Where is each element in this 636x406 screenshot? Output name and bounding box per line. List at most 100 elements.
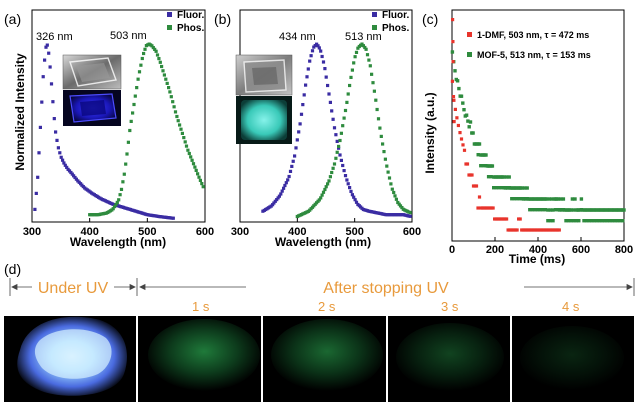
panel-b-fluor-point-36	[310, 49, 315, 53]
mof5-point-183	[615, 219, 620, 223]
panel-b-phos-point-41	[352, 61, 356, 65]
panel-b-xtick-label-2: 500	[345, 226, 363, 238]
panel-a-phos-point-63	[175, 114, 179, 119]
dmf-point-71	[557, 228, 561, 232]
panel-a-fluor-point-7	[43, 58, 47, 62]
dmf-point-7	[461, 143, 465, 147]
mof5-point-2	[453, 69, 457, 73]
panel-a-phos-point-22	[118, 193, 122, 197]
mof5-point-42	[494, 186, 498, 190]
panel-c-xtick-label-1: 200	[486, 244, 504, 256]
time-label-2s: 2 s	[318, 299, 336, 314]
mof5-point-129	[569, 219, 573, 223]
panel-b-fluor-point-52	[332, 126, 337, 130]
mof5-point-162	[597, 219, 602, 223]
mof5-point-144	[582, 219, 586, 223]
mof5-point-190	[622, 208, 626, 212]
panel-b-fluor-point-31	[304, 83, 308, 87]
panel-b-phos-point-19	[321, 190, 326, 194]
panel-b-phos-point-34	[342, 116, 346, 120]
panel-a-phos-point-64	[176, 119, 180, 123]
panel-c-xtick-label-4: 800	[615, 244, 633, 256]
panel-b-phos-point-32	[339, 131, 343, 135]
mof5-point-99	[543, 208, 547, 212]
mof5-point-147	[584, 219, 589, 223]
mof5-point-5	[457, 86, 461, 91]
panel-b-fluor-point-17	[284, 181, 288, 185]
panel-a-phos-point-40	[143, 47, 147, 51]
panel-a-fluor-point-100	[171, 216, 175, 220]
panel-a-phos-point-78	[196, 172, 200, 176]
mof5-point-71	[520, 186, 524, 190]
panel-d: (d) Under UV After stopping UV 1 s 2 s 3…	[4, 261, 635, 402]
mof5-point-119	[561, 197, 566, 201]
panel-a-fluor-point-20	[61, 158, 65, 162]
legend-a: Fluor. Phos.	[167, 10, 204, 34]
photo-3s	[388, 316, 510, 402]
panel-a-phos-point-65	[178, 123, 182, 127]
panel-b-fluor-point-53	[334, 133, 338, 137]
panel-a-phos-point-28	[126, 140, 130, 144]
panel-b-fluor-point-41	[317, 46, 321, 50]
panel-a-fluor-point-29	[73, 175, 77, 180]
panel-c-ticks: 0 200 400 600 800	[449, 237, 633, 256]
panel-b-fluor-point-28	[299, 112, 304, 116]
photo-under-uv	[4, 316, 136, 402]
mof5-point-100	[544, 197, 549, 201]
panel-a-fluor-point-19	[59, 155, 63, 159]
mof5-point-8	[461, 101, 465, 105]
panel-a-phos-point-32	[132, 102, 136, 107]
mof5-point-140	[579, 197, 584, 201]
panel-b-fluor-point-26	[297, 130, 301, 134]
panel-b-phos-point-67	[387, 176, 392, 180]
legend-c-mof-marker	[467, 52, 472, 57]
panel-b-phos-point-58	[375, 107, 379, 112]
panel-a-phos-point-26	[124, 162, 128, 166]
panel-a-fluor-point-1	[34, 191, 38, 195]
panel-b-fluor-point-56	[338, 153, 342, 157]
mof5-point-81	[528, 208, 532, 212]
mof5-point-116	[559, 197, 563, 201]
panel-b-fluor-point-8	[272, 201, 276, 205]
panel-a-phos-point-18	[113, 205, 117, 209]
panel-a-phos-point-54	[162, 73, 166, 77]
panel-a: (a) Normalized Intensity Wavelength (nm)…	[4, 9, 214, 249]
dmf-point-0	[450, 79, 454, 83]
legend-b-phos-label: Phos.	[382, 23, 409, 34]
panel-b-phos-point-66	[386, 170, 390, 174]
panel-b-fluor-point-48	[327, 92, 331, 96]
mof5-point-128	[569, 208, 573, 212]
mof5-point-111	[553, 208, 558, 212]
under-uv-bracket	[9, 278, 138, 296]
panel-b-phos-point-82	[408, 211, 412, 215]
panel-a-phos-point-19	[114, 202, 118, 207]
inset-photo-b-crystal	[235, 54, 293, 96]
panel-a-phos-point-55	[164, 77, 168, 81]
panel-a-xtick-label-2: 500	[138, 226, 156, 238]
photo-2s	[263, 316, 386, 402]
panel-a-phos-point-45	[150, 44, 154, 48]
mof5-point-45	[497, 186, 501, 190]
panel-b-phos-point-54	[370, 72, 374, 76]
panel-b-phos-point-33	[341, 124, 345, 128]
mof5-point-50	[502, 175, 506, 179]
mof5-point-77	[525, 186, 529, 190]
panel-b-phos-point-70	[392, 190, 396, 195]
mof5-point-174	[608, 219, 612, 223]
panel-b-xlabel: Wavelength (nm)	[275, 235, 371, 249]
mof5-point-24	[479, 164, 483, 168]
panel-a-phos-point-24	[121, 180, 125, 184]
panel-a-fluor-point-22	[63, 163, 67, 167]
mof5-point-96	[541, 208, 545, 212]
panel-b-fluor-point-47	[326, 83, 330, 88]
panel-b-fluor-point-34	[308, 59, 312, 63]
mof5-point-12	[466, 119, 470, 123]
panel-b-fluor-point-63	[348, 186, 352, 190]
legend-a-fluor-label: Fluor.	[177, 10, 204, 21]
panel-a-phos-point-34	[135, 86, 139, 90]
panel-b-phos-point-36	[345, 100, 349, 104]
panel-c-ylabel: Intensity (a.u.)	[423, 92, 437, 173]
panel-a-phos-point-47	[153, 47, 157, 51]
panel-b-phos-point-17	[319, 196, 323, 200]
